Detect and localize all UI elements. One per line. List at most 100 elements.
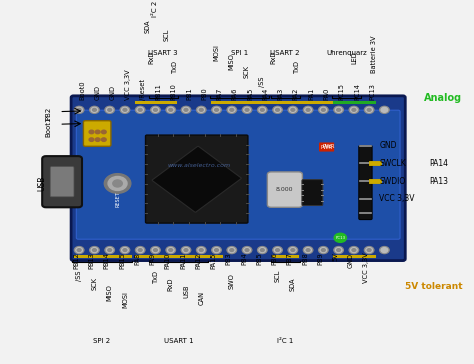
Text: PB4: PB4 [241,253,247,265]
Text: SWCLK: SWCLK [379,159,406,168]
Circle shape [352,108,356,111]
Circle shape [90,246,99,254]
Text: www.alselectro.com: www.alselectro.com [167,163,231,169]
Circle shape [120,246,130,254]
Circle shape [242,246,252,254]
Circle shape [106,248,113,253]
Circle shape [154,249,157,252]
Text: /Reset: /Reset [140,79,146,100]
Circle shape [184,249,188,252]
Circle shape [351,248,357,253]
FancyBboxPatch shape [152,146,241,212]
Circle shape [366,107,373,112]
Text: PA12: PA12 [195,253,201,269]
Circle shape [104,174,131,193]
Text: PA2: PA2 [293,88,299,100]
Circle shape [113,180,122,187]
Text: GND: GND [109,86,116,100]
Circle shape [228,107,235,112]
Text: RxD: RxD [148,51,154,64]
Circle shape [305,107,311,112]
Circle shape [151,106,160,113]
Text: PB2: PB2 [45,107,51,120]
Circle shape [122,107,128,112]
FancyBboxPatch shape [319,142,334,151]
Circle shape [169,249,173,252]
FancyBboxPatch shape [359,146,372,219]
Circle shape [230,249,234,252]
Text: PWR: PWR [322,144,335,149]
Circle shape [335,248,342,253]
Text: SPI 1: SPI 1 [231,50,248,56]
Circle shape [259,107,265,112]
Circle shape [321,108,325,111]
Text: PC13: PC13 [335,236,346,240]
Circle shape [305,248,311,253]
Circle shape [154,108,157,111]
Circle shape [101,130,106,134]
Text: RxD: RxD [270,51,276,64]
Circle shape [334,233,346,242]
Circle shape [337,249,340,252]
Circle shape [152,248,159,253]
FancyBboxPatch shape [302,179,323,206]
Circle shape [227,106,237,113]
Text: GND: GND [348,253,354,268]
Text: PC13: PC13 [369,83,375,100]
Text: MISO: MISO [107,284,113,301]
Circle shape [227,246,237,254]
Text: SDA: SDA [290,277,296,290]
Circle shape [242,106,252,113]
Circle shape [245,249,249,252]
Circle shape [77,108,81,111]
Text: I²C 1: I²C 1 [277,338,293,344]
Circle shape [136,106,145,113]
Text: PA5: PA5 [247,88,253,100]
Circle shape [319,246,328,254]
Text: USB: USB [37,176,46,191]
Circle shape [169,108,173,111]
Text: PA15: PA15 [210,253,217,269]
Circle shape [138,249,142,252]
Circle shape [244,107,250,112]
Circle shape [213,248,220,253]
Circle shape [138,108,142,111]
Circle shape [320,107,327,112]
Circle shape [366,248,373,253]
Circle shape [123,108,127,111]
Text: SWDIO: SWDIO [379,177,405,186]
Text: MOSI: MOSI [213,44,219,61]
Circle shape [260,249,264,252]
Text: RESET: RESET [115,191,120,207]
Text: PA3: PA3 [278,88,283,100]
Text: PA14: PA14 [429,159,448,168]
Circle shape [137,107,144,112]
Circle shape [95,138,100,141]
Circle shape [273,106,283,113]
FancyBboxPatch shape [83,121,111,146]
Text: Uhrenquarz: Uhrenquarz [326,50,366,56]
Circle shape [320,248,327,253]
Circle shape [306,249,310,252]
Circle shape [137,248,144,253]
Circle shape [198,248,205,253]
Circle shape [228,248,235,253]
Text: GND: GND [94,86,100,100]
Circle shape [215,108,219,111]
Text: PA11: PA11 [180,253,186,269]
Text: USB: USB [183,284,189,298]
FancyBboxPatch shape [71,96,405,261]
Circle shape [76,107,82,112]
Text: PA8: PA8 [134,253,140,265]
Text: PB3: PB3 [226,253,232,265]
Text: TxD: TxD [294,60,301,73]
Text: PA4: PA4 [262,88,268,100]
Text: PB6: PB6 [272,253,278,265]
Circle shape [257,246,267,254]
Circle shape [181,246,191,254]
Circle shape [365,106,374,113]
Text: PB8: PB8 [302,253,308,265]
Text: USART 2: USART 2 [271,50,300,56]
Circle shape [259,248,265,253]
Circle shape [367,249,371,252]
